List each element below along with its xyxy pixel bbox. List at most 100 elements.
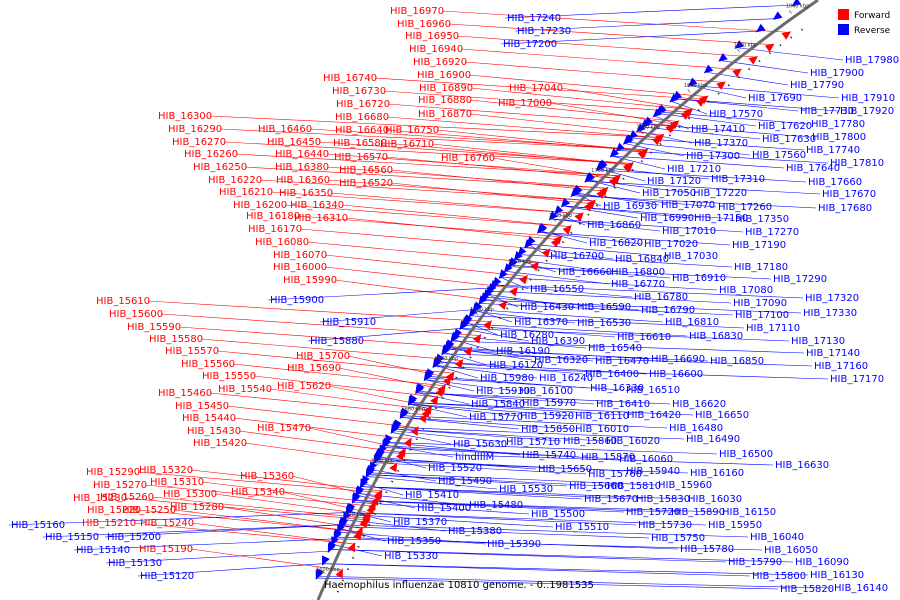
reverse-gene-label[interactable]: HIB_16490 <box>686 434 740 445</box>
forward-gene-label[interactable]: HIB_16870 <box>418 109 472 120</box>
forward-gene-label[interactable]: HIB_16300 <box>158 111 212 122</box>
reverse-gene-label[interactable]: HIB_16140 <box>834 583 888 594</box>
reverse-gene-label[interactable]: HIB_17690 <box>748 93 802 104</box>
reverse-gene-label[interactable]: HIB_17240 <box>507 13 561 24</box>
forward-gene-label[interactable]: HIB_15550 <box>202 371 256 382</box>
reverse-gene-label[interactable]: HIB_16600 <box>649 369 703 380</box>
forward-gene-label[interactable]: HIB_16760 <box>441 153 495 164</box>
reverse-gene-label[interactable]: HIB_17260 <box>718 202 772 213</box>
forward-gene-label[interactable]: HIB_16350 <box>279 188 333 199</box>
forward-gene-label[interactable]: HIB_15240 <box>140 518 194 529</box>
reverse-gene-label[interactable]: HIB_15750 <box>651 533 705 544</box>
forward-gene-label[interactable]: HIB_16640 <box>335 125 389 136</box>
forward-gene-label[interactable]: HIB_16070 <box>273 250 327 261</box>
forward-gene-label[interactable]: HIB_15610 <box>96 296 150 307</box>
reverse-gene-label[interactable]: HIB_16090 <box>795 557 849 568</box>
reverse-gene-label[interactable]: HIB_15800 <box>752 571 806 582</box>
reverse-gene-label[interactable]: HIB_16630 <box>775 460 829 471</box>
reverse-gene-label[interactable]: HIB_16130 <box>810 570 864 581</box>
forward-gene-label[interactable]: HIB_16900 <box>417 70 471 81</box>
reverse-gene-label[interactable]: HIB_16540 <box>588 343 642 354</box>
forward-gene-label[interactable]: HIB_16000 <box>273 262 327 273</box>
forward-gene-label[interactable]: HIB_16220 <box>208 175 262 186</box>
reverse-gene-label[interactable]: HIB_16810 <box>665 317 719 328</box>
reverse-gene-label[interactable]: HIB_17810 <box>830 158 884 169</box>
reverse-gene-label[interactable]: HIB_16240 <box>539 373 593 384</box>
forward-gene-label[interactable]: HIB_15250 <box>122 505 176 516</box>
forward-gene-label[interactable]: HIB_15280 <box>170 502 224 513</box>
reverse-gene-label[interactable]: HIB_15530 <box>499 484 553 495</box>
reverse-gene-label[interactable]: HIB_15660 <box>569 481 623 492</box>
forward-gene-label[interactable]: HIB_16970 <box>390 6 444 17</box>
forward-gene-label[interactable]: HIB_16080 <box>255 237 309 248</box>
reverse-gene-label[interactable]: HIB_16100 <box>519 386 573 397</box>
reverse-gene-label[interactable]: HIB_16500 <box>719 449 773 460</box>
forward-gene-label[interactable]: HIB_15580 <box>149 334 203 345</box>
reverse-gene-label[interactable]: HIB_16330 <box>590 383 644 394</box>
reverse-gene-label[interactable]: HIB_16530 <box>577 318 631 329</box>
forward-gene-label[interactable]: HIB_15590 <box>127 322 181 333</box>
forward-gene-label[interactable]: HIB_15210 <box>82 518 136 529</box>
reverse-gene-label[interactable]: HIB_17320 <box>805 293 859 304</box>
reverse-gene-label[interactable]: HIB_17730 <box>800 106 854 117</box>
reverse-gene-label[interactable]: HIB_17660 <box>808 177 862 188</box>
forward-gene-label[interactable]: HIB_15230 <box>73 493 127 504</box>
forward-gene-label[interactable]: HIB_16340 <box>290 200 344 211</box>
reverse-gene-label[interactable]: HIB_16660 <box>558 267 612 278</box>
reverse-gene-label[interactable]: HIB_15920 <box>520 411 574 422</box>
reverse-gene-label[interactable]: HIB_16840 <box>615 254 669 265</box>
reverse-gene-label[interactable]: HIB_15830 <box>636 494 690 505</box>
forward-gene-label[interactable]: HIB_16750 <box>385 125 439 136</box>
forward-gene-label[interactable]: HIB_17000 <box>498 98 552 109</box>
reverse-gene-label[interactable]: HIB_16190 <box>496 346 550 357</box>
reverse-gene-label[interactable]: HIB_15410 <box>405 490 459 501</box>
reverse-gene-label[interactable]: HIB_15980 <box>480 373 534 384</box>
reverse-gene-label[interactable]: HIB_17140 <box>806 348 860 359</box>
reverse-gene-label[interactable]: HIB_15720 <box>626 507 680 518</box>
reverse-gene-label[interactable]: HIB_15380 <box>448 526 502 537</box>
reverse-gene-label[interactable]: HIB_16990 <box>640 213 694 224</box>
reverse-gene-label[interactable]: HIB_17920 <box>840 106 894 117</box>
reverse-gene-label[interactable]: HIB_17090 <box>733 298 787 309</box>
reverse-gene-label[interactable]: HIB_17620 <box>758 121 812 132</box>
reverse-gene-label[interactable]: HIB_15850 <box>521 424 575 435</box>
reverse-gene-label[interactable]: HIB_17050 <box>642 188 696 199</box>
reverse-gene-label[interactable]: HIB_16060 <box>619 454 673 465</box>
reverse-gene-label[interactable]: HIB_15780 <box>680 544 734 555</box>
reverse-gene-label[interactable]: HIB_15350 <box>387 536 441 547</box>
reverse-gene-label[interactable]: HIB_17780 <box>811 119 865 130</box>
reverse-gene-label[interactable]: HIB_15880 <box>310 336 364 347</box>
reverse-gene-label[interactable]: HIB_15490 <box>438 476 492 487</box>
forward-gene-label[interactable]: HIB_15570 <box>165 346 219 357</box>
reverse-gene-label[interactable]: HIB_17160 <box>814 361 868 372</box>
reverse-gene-label[interactable]: HIB_17800 <box>812 132 866 143</box>
reverse-gene-label[interactable]: HIB_16790 <box>641 305 695 316</box>
reverse-gene-label[interactable]: HIB_17310 <box>711 174 765 185</box>
forward-gene-label[interactable]: HIB_15690 <box>287 363 341 374</box>
forward-gene-label[interactable]: HIB_15190 <box>139 544 193 555</box>
reverse-gene-label[interactable]: HIB_17020 <box>644 239 698 250</box>
reverse-gene-label[interactable]: HIB_17680 <box>818 203 872 214</box>
reverse-gene-label[interactable]: HIB_15910 <box>322 317 376 328</box>
reverse-gene-label[interactable]: HIB_17220 <box>693 188 747 199</box>
reverse-gene-label[interactable]: HIB_15810 <box>607 481 661 492</box>
gene-label-hindIIIM[interactable]: hindIIIM <box>455 452 494 463</box>
reverse-gene-label[interactable]: HIB_17150 <box>694 213 748 224</box>
reverse-gene-label[interactable]: HIB_17110 <box>746 323 800 334</box>
reverse-gene-label[interactable]: HIB_16430 <box>520 302 574 313</box>
reverse-gene-label[interactable]: HIB_16390 <box>531 336 585 347</box>
reverse-gene-label[interactable]: HIB_15730 <box>638 520 692 531</box>
reverse-gene-label[interactable]: HIB_16780 <box>634 292 688 303</box>
reverse-gene-label[interactable]: HIB_17630 <box>762 134 816 145</box>
reverse-gene-label[interactable]: HIB_16410 <box>596 399 650 410</box>
forward-gene-label[interactable]: HIB_15300 <box>163 489 217 500</box>
forward-gene-label[interactable]: HIB_15360 <box>240 471 294 482</box>
forward-gene-label[interactable]: HIB_16270 <box>172 137 226 148</box>
reverse-gene-label[interactable]: HIB_16610 <box>617 332 671 343</box>
reverse-gene-label[interactable]: HIB_16910 <box>672 273 726 284</box>
reverse-gene-label[interactable]: HIB_15650 <box>538 464 592 475</box>
forward-gene-label[interactable]: HIB_16200 <box>233 200 287 211</box>
reverse-gene-label[interactable]: HIB_17010 <box>662 226 716 237</box>
reverse-gene-label[interactable]: HIB_17410 <box>691 124 745 135</box>
forward-gene-label[interactable]: HIB_15260 <box>100 492 154 503</box>
